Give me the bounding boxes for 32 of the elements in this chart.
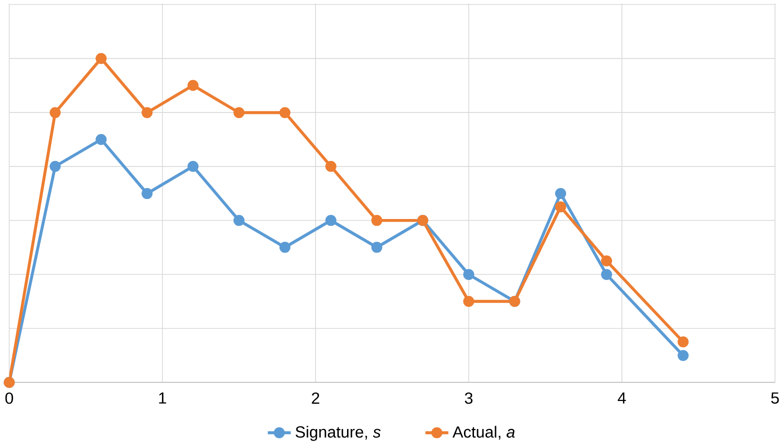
- legend-label: Signature, s: [296, 426, 381, 441]
- legend-label: Actual, a: [452, 426, 515, 440]
- point: [371, 242, 382, 253]
- point: [371, 214, 382, 226]
- point: [142, 107, 153, 118]
- point: [601, 255, 612, 266]
- x-tick-label: 4: [618, 392, 626, 404]
- x-tick-label: 1: [159, 392, 166, 404]
- x-tick-label: 3: [464, 392, 472, 404]
- point: [279, 107, 290, 118]
- point: [188, 80, 199, 91]
- point: [463, 296, 474, 307]
- x-tick-label: 5: [771, 392, 779, 404]
- point: [188, 160, 199, 172]
- point: [678, 336, 689, 348]
- point: [50, 160, 61, 172]
- point: [555, 201, 566, 212]
- point: [325, 214, 336, 226]
- point: [50, 107, 61, 118]
- point: [142, 188, 153, 200]
- point: [463, 269, 474, 280]
- point: [279, 242, 290, 253]
- point: [555, 188, 566, 200]
- point: [96, 53, 107, 64]
- point: [233, 214, 244, 226]
- point: [678, 350, 689, 362]
- point: [601, 269, 612, 280]
- point: [96, 134, 107, 146]
- x-tick-label: 0: [5, 392, 14, 404]
- point: [325, 160, 336, 172]
- x-tick-label: 2: [312, 392, 320, 404]
- point: [233, 107, 244, 118]
